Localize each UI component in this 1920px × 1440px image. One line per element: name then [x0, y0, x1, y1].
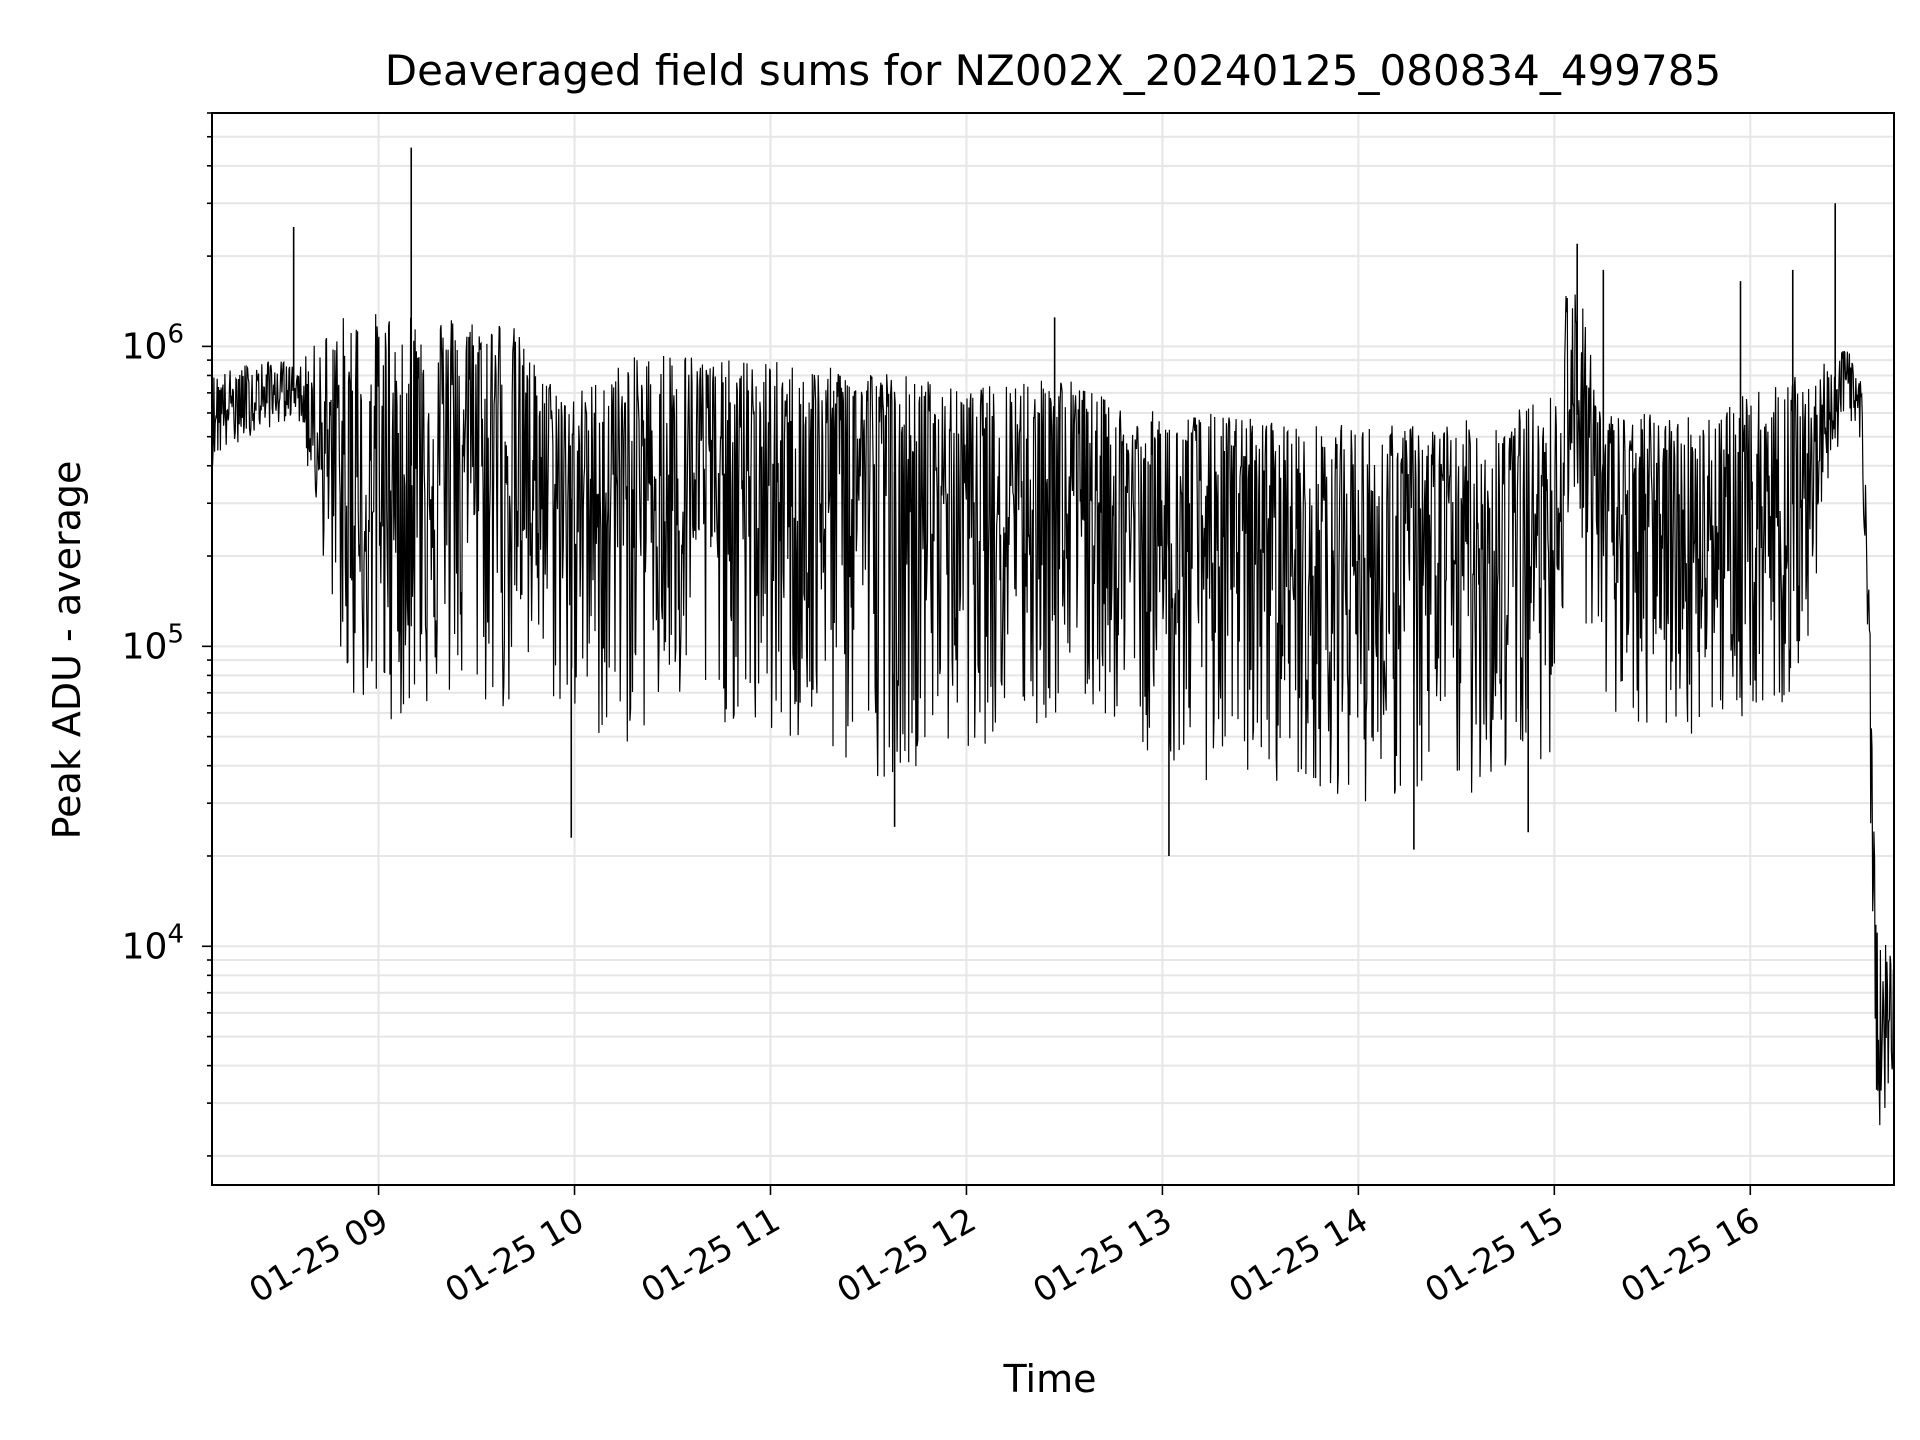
- x-tick-label: 01-25 14: [1222, 1200, 1374, 1311]
- x-tick-label: 01-25 13: [1027, 1200, 1179, 1311]
- y-tick-label: 105: [122, 619, 184, 667]
- x-tick-label: 01-25 10: [439, 1200, 591, 1311]
- x-tick-label: 01-25 15: [1418, 1200, 1570, 1311]
- y-tick-label: 104: [122, 919, 184, 967]
- x-tick-label: 01-25 09: [243, 1200, 395, 1311]
- series-layer: [211, 147, 1895, 1126]
- x-tick-label: 01-25 12: [831, 1200, 983, 1311]
- x-axis-label: Time: [1003, 1357, 1097, 1401]
- plot-frame: [211, 112, 1895, 1186]
- x-tick-label: 01-25 11: [635, 1200, 787, 1311]
- x-axis: 01-25 09 01-25 10 01-25 11 01-25 12 01-25 13…: [243, 1185, 1767, 1311]
- chart-title: Deaveraged field sums for NZ002X_2024012…: [385, 46, 1721, 95]
- y-tick-label: 106: [122, 319, 184, 367]
- y-axis-label: Peak ADU - average: [45, 461, 89, 840]
- series-line: [211, 294, 1895, 1126]
- y-axis: 104 105 106: [122, 319, 184, 967]
- x-tick-label: 01-25 16: [1614, 1200, 1766, 1311]
